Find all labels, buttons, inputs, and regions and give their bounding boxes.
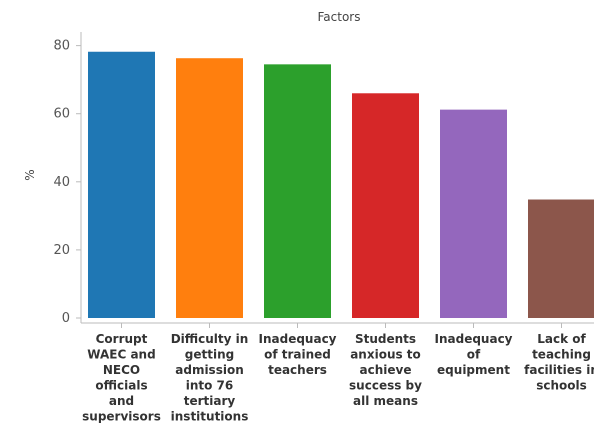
x-category-label: Corrupt WAEC and NECO officials and superviso… xyxy=(82,332,161,424)
chart-title: Factors xyxy=(318,10,361,24)
x-category-label: Lack of teaching facilities in schools xyxy=(524,332,594,393)
x-category-label: Inadequacy of equipment xyxy=(435,332,513,377)
y-tick-label: 60 xyxy=(53,107,70,122)
bar xyxy=(264,64,331,318)
bars-group xyxy=(88,51,594,319)
bar xyxy=(352,93,419,319)
bar xyxy=(528,199,594,318)
bar xyxy=(88,51,155,318)
x-category-label: Difficulty in getting admission into 76 tert… xyxy=(171,332,249,424)
y-axis-label: % xyxy=(23,169,37,180)
y-tick-label: 0 xyxy=(62,311,70,326)
x-axis-labels: Corrupt WAEC and NECO officials and superviso… xyxy=(82,323,594,424)
y-tick-label: 20 xyxy=(53,243,70,258)
bar xyxy=(440,109,507,318)
y-tick-label: 40 xyxy=(53,175,70,190)
y-axis-ticks: 0 20 40 60 80 xyxy=(53,39,81,326)
x-category-label: Inadequacy of trained teachers xyxy=(259,332,337,377)
x-category-label: Students anxious to achieve success by all m… xyxy=(349,332,422,408)
bar xyxy=(176,58,243,318)
y-tick-label: 80 xyxy=(53,39,70,54)
